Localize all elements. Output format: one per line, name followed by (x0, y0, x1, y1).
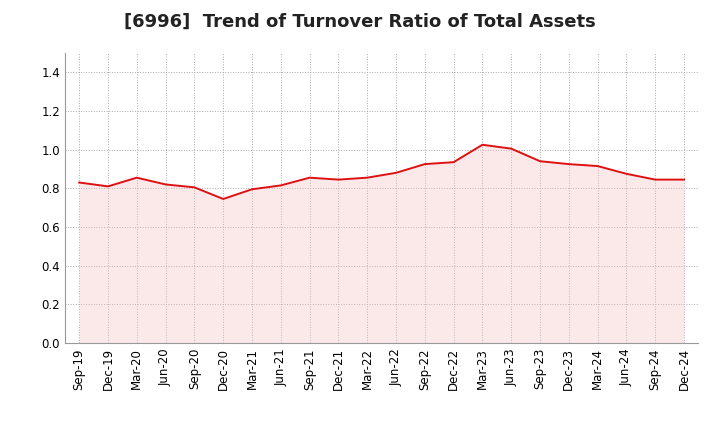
Text: [6996]  Trend of Turnover Ratio of Total Assets: [6996] Trend of Turnover Ratio of Total … (124, 13, 596, 31)
